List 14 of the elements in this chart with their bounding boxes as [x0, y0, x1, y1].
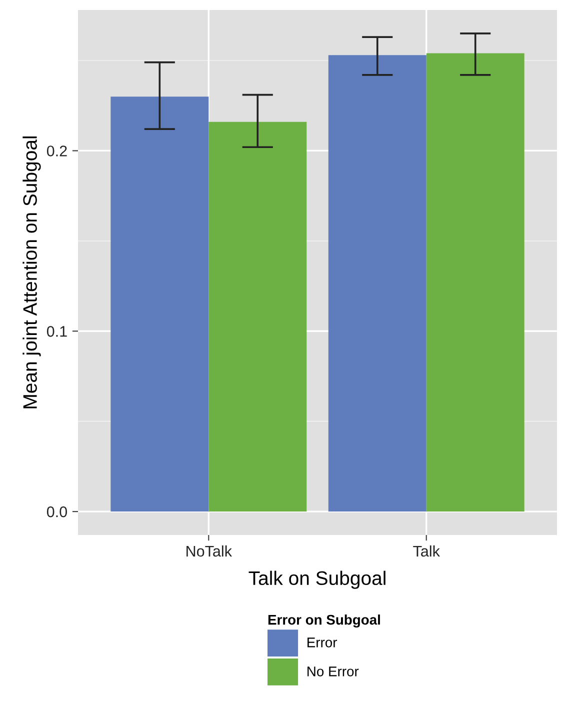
bar	[110, 96, 209, 512]
y-tick-label: 0.1	[46, 326, 67, 337]
legend-label: No Error	[308, 666, 359, 676]
x-axis-title: Talk on Subgoal	[248, 570, 386, 589]
bar	[328, 55, 426, 512]
y-tick-label: 0.0	[46, 506, 67, 518]
y-axis-title: Mean joint Attention on Subgoal	[22, 136, 41, 408]
x-tick-label: NoTalk	[186, 545, 232, 557]
bar	[426, 53, 524, 512]
y-tick-label: 0.2	[46, 146, 67, 156]
legend-label: Error	[308, 638, 338, 648]
x-tick-label: Talk	[413, 545, 440, 557]
bar	[208, 122, 307, 512]
legend-title: Error on Subgoal	[268, 614, 380, 628]
